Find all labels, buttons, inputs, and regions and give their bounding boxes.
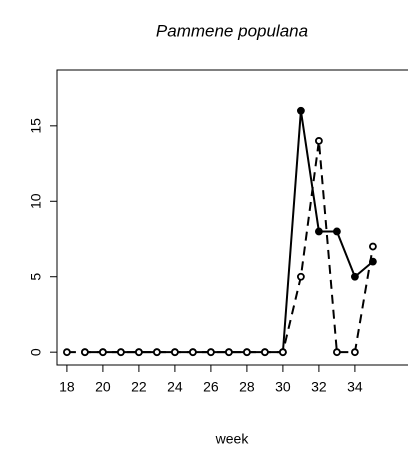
data-point [134, 348, 143, 357]
data-point [117, 348, 125, 357]
data-point [350, 272, 359, 281]
data-point [296, 272, 305, 281]
series-line [66, 140, 374, 354]
data-point [332, 348, 341, 357]
series-line [84, 110, 374, 354]
data-point [350, 348, 359, 357]
data-point [170, 348, 179, 357]
data-point [368, 242, 377, 251]
data-point [99, 348, 107, 357]
data-point [206, 348, 215, 357]
x-tick-label: 24 [167, 379, 183, 395]
y-tick-label: 10 [28, 193, 44, 209]
x-axis-label: week [215, 431, 250, 447]
y-tick-label: 15 [28, 118, 44, 134]
data-point [314, 137, 323, 145]
data-point [188, 348, 197, 357]
data-point [260, 348, 269, 357]
data-point [278, 348, 287, 357]
data-point [314, 227, 323, 236]
data-point [224, 348, 233, 357]
y-tick-label: 0 [28, 348, 44, 356]
data-point [296, 106, 305, 115]
data-point [63, 348, 71, 357]
data-point [81, 348, 89, 357]
x-tick-label: 26 [203, 379, 219, 395]
x-tick-label: 18 [59, 379, 75, 395]
x-tick-label: 34 [347, 379, 363, 395]
chart-title: Pammene populana [156, 21, 308, 40]
x-tick-label: 30 [275, 379, 291, 395]
data-point [242, 348, 251, 357]
y-tick-label: 5 [28, 273, 44, 281]
x-tick-label: 28 [239, 379, 255, 395]
data-point [332, 227, 341, 236]
x-tick-label: 20 [95, 379, 111, 395]
data-point [152, 348, 161, 357]
x-tick-label: 32 [311, 379, 327, 395]
plot-box [56, 69, 408, 366]
x-tick-label: 22 [131, 379, 147, 395]
